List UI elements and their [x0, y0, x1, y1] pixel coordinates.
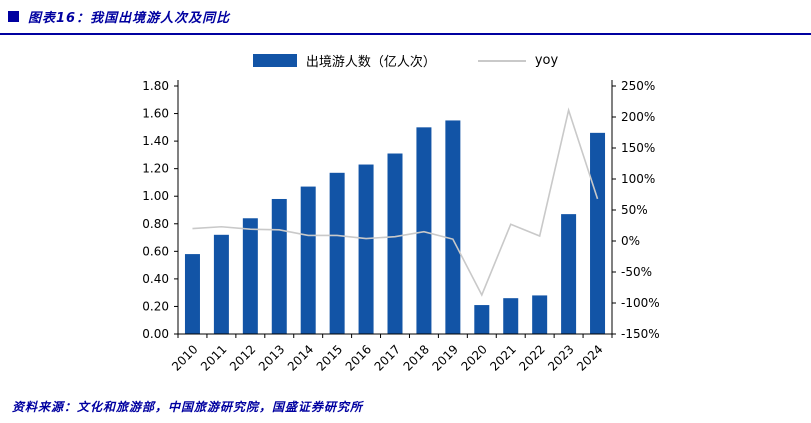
bar-2019 — [445, 120, 461, 334]
x-axis-label-2010: 2010 — [169, 342, 200, 373]
bar-2023 — [561, 214, 577, 334]
bar-2022 — [532, 295, 548, 334]
legend-label-yoy: yoy — [534, 53, 559, 68]
bar-2013 — [271, 198, 287, 334]
x-axis-label-2018: 2018 — [401, 342, 432, 373]
left-axis-tick-label: 1.40 — [142, 134, 169, 148]
right-axis-tick-label: -150% — [621, 327, 660, 341]
left-axis-tick-label: 0.80 — [142, 217, 169, 231]
chart-title: 图表16：我国出境游人次及同比 — [28, 11, 231, 26]
left-axis-tick-label: 0.20 — [142, 299, 169, 313]
title-marker-icon — [8, 11, 19, 22]
bar-2012 — [242, 218, 258, 334]
bar-2016 — [358, 164, 374, 334]
x-axis-label-2015: 2015 — [314, 342, 345, 373]
legend-item-yoy: yoy — [477, 53, 559, 68]
bar-2024 — [590, 132, 606, 334]
chart-area: 0.00 0.20 0.40 0.60 0.80 1.00 1.20 1.40 1.60 1.80… — [0, 72, 811, 388]
bar-2011 — [213, 234, 229, 334]
bar-2021 — [503, 298, 519, 334]
x-axis-label-2023: 2023 — [545, 342, 576, 373]
left-axis-tick-label: 1.00 — [142, 189, 169, 203]
x-axis-label-2021: 2021 — [487, 342, 518, 373]
bar-2015 — [329, 172, 345, 334]
bar-2018 — [416, 127, 432, 334]
chart-canvas: 0.00 0.20 0.40 0.60 0.80 1.00 1.20 1.40 1.60 1.80… — [142, 79, 660, 374]
right-axis-tick-label: -50% — [621, 265, 652, 279]
bar-2020 — [474, 305, 490, 334]
right-axis-tick-label: 0% — [621, 234, 640, 248]
x-axis-label-2019: 2019 — [429, 342, 460, 373]
x-axis-label-2016: 2016 — [343, 342, 374, 373]
bar-2014 — [300, 186, 316, 334]
right-axis-tick-label: -100% — [621, 296, 660, 310]
right-axis-tick-label: 50% — [621, 203, 648, 217]
legend-label-bar: 出境游人数（亿人次） — [305, 55, 436, 70]
source-note: 资料来源：文化和旅游部，中国旅游研究院，国盛证券研究所 — [12, 400, 364, 414]
x-axis-label-2012: 2012 — [227, 342, 258, 373]
right-axis-tick-label: 250% — [621, 79, 655, 93]
chart-header: 图表16：我国出境游人次及同比 — [0, 0, 811, 35]
legend-item-bar: 出境游人数（亿人次） — [252, 51, 436, 70]
x-axis-label-2013: 2013 — [256, 342, 287, 373]
x-axis-label-2022: 2022 — [516, 342, 547, 373]
left-axis-tick-label: 1.60 — [142, 107, 169, 121]
x-axis-label-2014: 2014 — [285, 342, 316, 373]
left-axis-tick-label: 0.40 — [142, 272, 169, 286]
bar-2010 — [184, 254, 200, 334]
chart-legend: 出境游人数（亿人次） yoy — [0, 51, 811, 70]
left-axis-tick-label: 1.80 — [142, 79, 169, 93]
left-axis-tick-label: 1.20 — [142, 162, 169, 176]
bar-swatch-icon — [252, 54, 297, 67]
x-axis-label-2017: 2017 — [372, 342, 403, 373]
left-axis-tick-label: 0.00 — [142, 327, 169, 341]
right-axis-tick-label: 100% — [621, 172, 655, 186]
right-axis-tick-label: 150% — [621, 141, 655, 155]
bar-2017 — [387, 153, 403, 334]
x-axis-label-2020: 2020 — [458, 342, 489, 373]
yoy-line — [192, 107, 599, 297]
right-axis-tick-label: 200% — [621, 110, 655, 124]
left-axis-tick-label: 0.60 — [142, 244, 169, 258]
x-axis-label-2024: 2024 — [574, 342, 605, 373]
line-swatch-icon — [477, 59, 526, 62]
x-axis-label-2011: 2011 — [198, 342, 229, 373]
